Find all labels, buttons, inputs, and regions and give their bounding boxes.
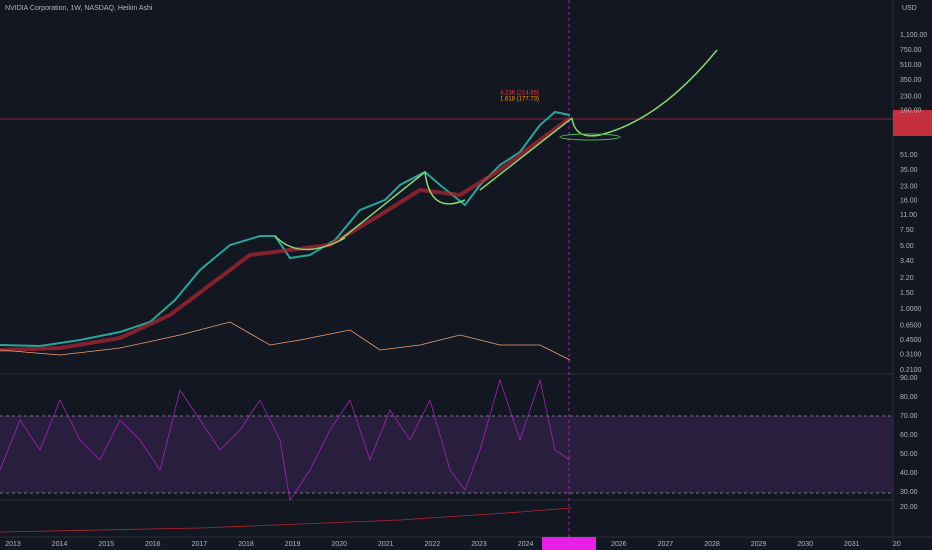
header-title: NVIDIA Corporation, 1W, NASDAQ, Heikin A… [5, 5, 153, 12]
price-label: 1,100.00 [900, 32, 927, 39]
fib-label: 1.618 (177.73) [500, 97, 539, 103]
time-label: 2017 [192, 541, 208, 548]
moving-average [0, 116, 572, 352]
time-label: 2027 [658, 541, 674, 548]
price-label: 11.00 [900, 212, 917, 219]
fib-label: 4.236 (214.65) [500, 91, 539, 97]
price-label: 230.00 [900, 93, 922, 100]
time-label: 2031 [844, 541, 860, 548]
rsi-label: 40.00 [900, 470, 918, 477]
rsi-band [0, 416, 893, 493]
time-label: 2023 [471, 541, 487, 548]
volume-average [0, 321, 571, 361]
time-label: 2014 [52, 541, 68, 548]
time-label: 2013 [5, 541, 21, 548]
price-label: 2.20 [900, 275, 914, 282]
price-label: 3.40 [900, 258, 914, 265]
price-label: 1.50 [900, 290, 914, 297]
time-label: 2030 [797, 541, 813, 548]
time-label: 2029 [751, 541, 767, 548]
time-label: 2019 [285, 541, 301, 548]
rsi-label: 70.00 [900, 413, 918, 420]
time-label: 2016 [145, 541, 161, 548]
time-label: 2028 [704, 541, 720, 548]
price-label: 23.00 [900, 183, 918, 190]
lower-indicator [0, 507, 573, 533]
price-label: 510.00 [900, 62, 922, 69]
drawing [274, 49, 718, 251]
rsi-label: 90.00 [900, 375, 918, 382]
price-label: 160.00 [900, 107, 922, 114]
time-label: 2021 [378, 541, 394, 548]
price-label: 0.2100 [900, 367, 922, 374]
rsi-label: 60.00 [900, 432, 918, 439]
rsi-label: 30.00 [900, 489, 918, 496]
price-label: 0.3100 [900, 352, 922, 359]
price-label: 5.00 [900, 243, 914, 250]
drawing [559, 133, 621, 141]
price-label: 350.00 [900, 77, 922, 84]
rsi-label: 80.00 [900, 394, 918, 401]
price-badge [893, 110, 932, 136]
price-label: 0.4500 [900, 337, 922, 344]
time-badge [542, 537, 596, 550]
time-label: 2020 [331, 541, 347, 548]
currency[interactable]: USD [902, 5, 917, 12]
time-label: 2018 [238, 541, 254, 548]
time-label: 2022 [425, 541, 441, 548]
price-label: 0.6500 [900, 323, 922, 330]
rsi-label: 50.00 [900, 451, 918, 458]
price-label: 7.50 [900, 227, 914, 234]
price-label: 750.00 [900, 47, 922, 54]
price-label: 16.00 [900, 197, 918, 204]
price-label: 51.00 [900, 152, 918, 159]
time-label: 20 [893, 541, 901, 548]
time-label: 2026 [611, 541, 627, 548]
price-label: 1.0000 [900, 306, 922, 313]
rsi-line [0, 378, 571, 502]
time-label: 2024 [518, 541, 534, 548]
time-label: 2015 [98, 541, 114, 548]
price-label: 35.00 [900, 167, 918, 174]
lower-label: 20.00 [900, 504, 918, 511]
